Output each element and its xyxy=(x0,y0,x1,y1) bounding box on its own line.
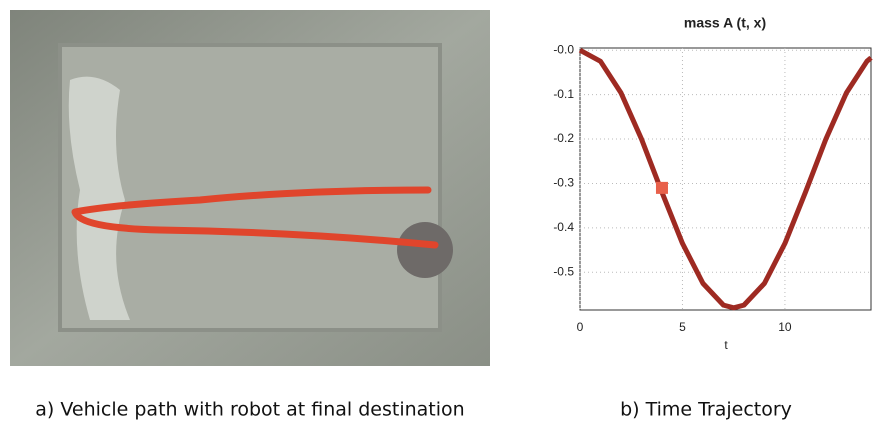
caption: a) Vehicle path with robot at final dest… xyxy=(35,399,464,421)
photo xyxy=(10,10,490,366)
y-tick-label: -0.2 xyxy=(553,131,574,145)
data-line xyxy=(580,50,871,308)
x-axis-label: t xyxy=(724,338,728,352)
plot-frame xyxy=(580,48,871,310)
y-tick-label: -0.3 xyxy=(553,176,574,190)
chart-title: mass A (t, x) xyxy=(684,15,766,31)
current-point xyxy=(656,182,668,194)
y-tick-label: -0.1 xyxy=(553,87,574,101)
x-tick-label: 5 xyxy=(679,320,686,334)
y-tick-label: -0.4 xyxy=(553,220,574,234)
caption: b) Time Trajectory xyxy=(620,399,792,421)
page: mass A (t, x) t a) Vehicle path with rob… xyxy=(0,0,894,428)
x-tick-label: 0 xyxy=(577,320,584,334)
figure: mass A (t, x) t a) Vehicle path with rob… xyxy=(0,0,894,423)
y-tick-label: -0.0 xyxy=(553,42,574,56)
x-tick-label: 10 xyxy=(778,320,792,334)
y-tick-label: -0.5 xyxy=(553,264,574,278)
